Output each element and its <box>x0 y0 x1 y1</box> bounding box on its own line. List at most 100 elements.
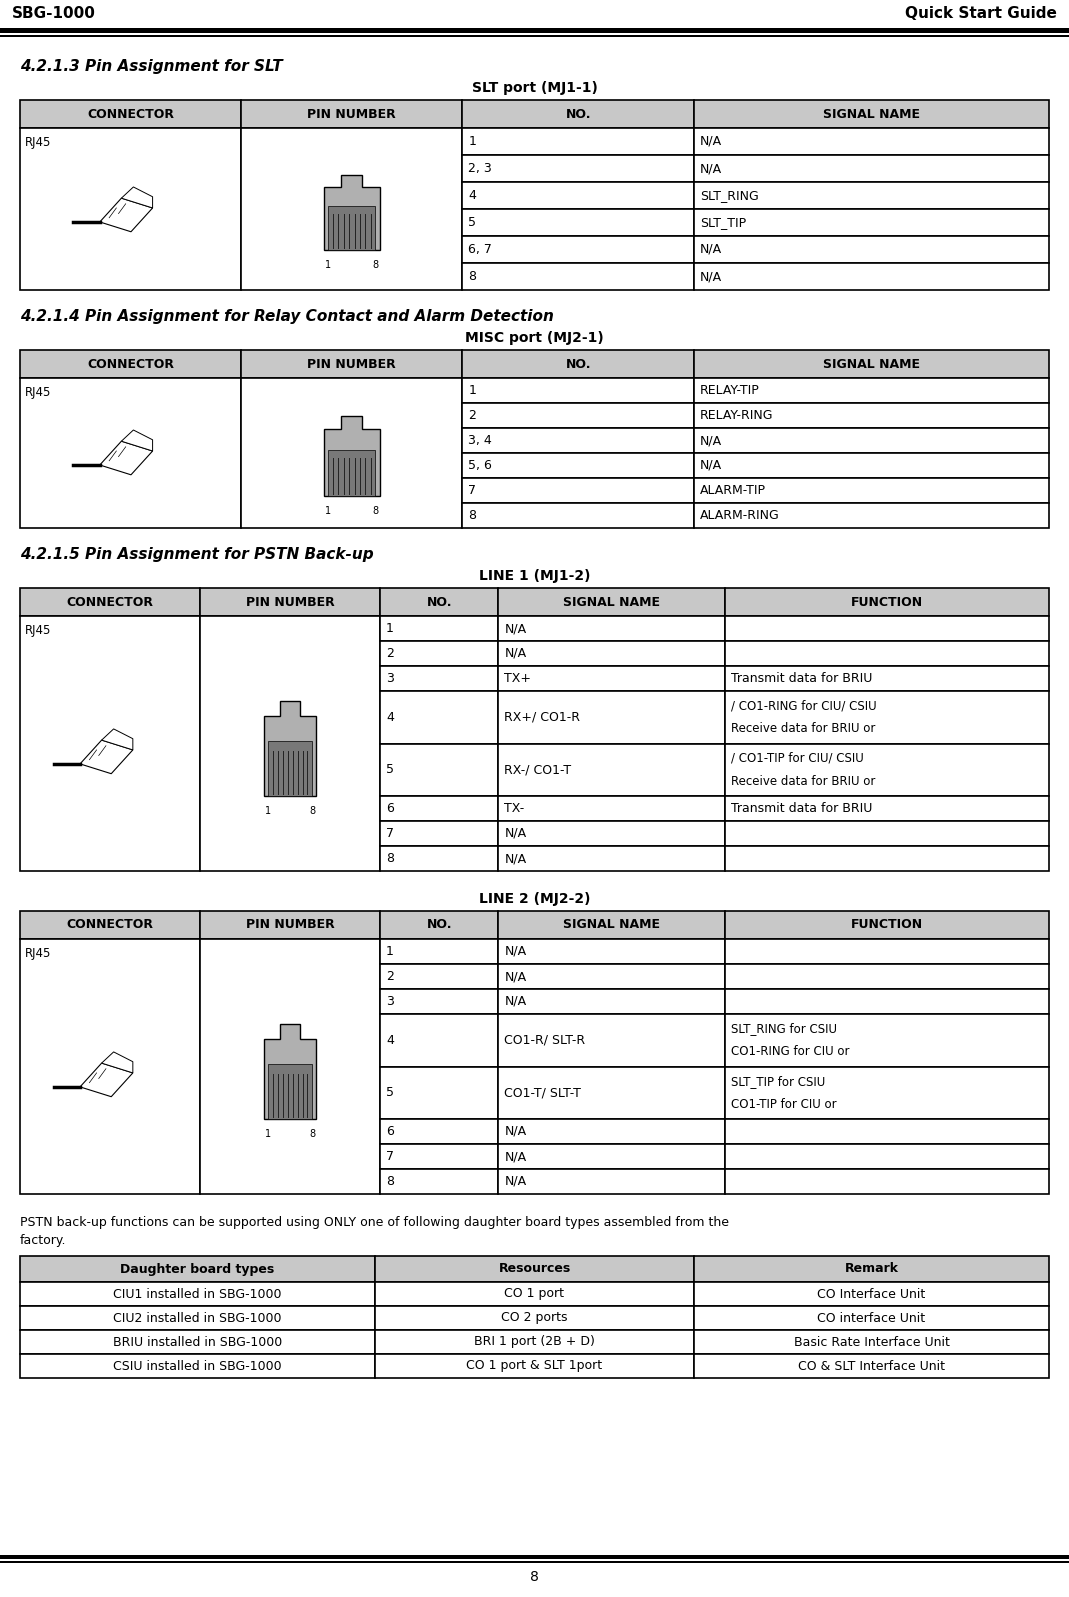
Bar <box>463 182 694 209</box>
Bar <box>498 965 725 989</box>
Bar <box>375 1330 694 1354</box>
Bar <box>725 744 1049 795</box>
Text: CSIU installed in SBG-1000: CSIU installed in SBG-1000 <box>113 1359 282 1372</box>
Bar <box>725 1014 1049 1067</box>
Bar <box>694 1282 1049 1306</box>
Polygon shape <box>80 739 133 773</box>
Bar <box>694 478 1049 503</box>
Bar <box>498 666 725 692</box>
Polygon shape <box>324 415 379 497</box>
Text: RJ45: RJ45 <box>25 386 51 399</box>
Text: LINE 1 (MJ1-2): LINE 1 (MJ1-2) <box>479 569 590 583</box>
Text: CIU2 installed in SBG-1000: CIU2 installed in SBG-1000 <box>113 1311 282 1324</box>
Text: ALARM-TIP: ALARM-TIP <box>700 484 766 497</box>
Text: CONNECTOR: CONNECTOR <box>87 107 174 120</box>
Bar <box>498 910 725 939</box>
Bar <box>463 402 694 428</box>
Polygon shape <box>99 441 153 474</box>
Text: RELAY-RING: RELAY-RING <box>700 409 774 422</box>
Bar <box>381 616 498 640</box>
Text: 5: 5 <box>468 216 477 228</box>
Bar <box>463 454 694 478</box>
Text: Receive data for BRIU or: Receive data for BRIU or <box>731 775 876 787</box>
Bar <box>725 1169 1049 1195</box>
Polygon shape <box>264 701 316 795</box>
Text: Quick Start Guide: Quick Start Guide <box>905 6 1057 21</box>
Bar <box>725 989 1049 1014</box>
Text: / CO1-TIP for CIU/ CSIU: / CO1-TIP for CIU/ CSIU <box>731 752 864 765</box>
Text: PIN NUMBER: PIN NUMBER <box>246 596 335 608</box>
Bar <box>694 155 1049 182</box>
Text: N/A: N/A <box>505 945 527 958</box>
Text: CONNECTOR: CONNECTOR <box>66 596 154 608</box>
Text: PSTN back-up functions can be supported using ONLY one of following daughter boa: PSTN back-up functions can be supported … <box>20 1215 729 1230</box>
Text: SLT_TIP for CSIU: SLT_TIP for CSIU <box>731 1075 825 1088</box>
Bar <box>463 236 694 264</box>
Bar <box>498 846 725 870</box>
Bar <box>375 1306 694 1330</box>
Bar <box>20 101 242 128</box>
Bar <box>498 1014 725 1067</box>
Text: CO1-T/ SLT-T: CO1-T/ SLT-T <box>505 1086 582 1099</box>
Bar <box>381 846 498 870</box>
Bar <box>694 101 1049 128</box>
Text: 1: 1 <box>325 260 331 270</box>
Text: BRI 1 port (2B + D): BRI 1 port (2B + D) <box>474 1335 595 1348</box>
Text: N/A: N/A <box>700 136 723 149</box>
Text: Remark: Remark <box>845 1263 899 1276</box>
Text: CO Interface Unit: CO Interface Unit <box>818 1287 926 1300</box>
Text: 1: 1 <box>468 136 477 149</box>
Text: CO 1 port: CO 1 port <box>505 1287 564 1300</box>
Text: 1: 1 <box>386 945 394 958</box>
Text: CO 1 port & SLT 1port: CO 1 port & SLT 1port <box>466 1359 603 1372</box>
Text: 3: 3 <box>386 995 394 1008</box>
Bar <box>375 1255 694 1282</box>
Bar <box>498 1119 725 1143</box>
Polygon shape <box>99 198 153 232</box>
Text: 8: 8 <box>372 506 378 516</box>
Text: 6, 7: 6, 7 <box>468 243 493 256</box>
Text: NO.: NO. <box>566 358 591 371</box>
Bar <box>242 101 463 128</box>
Text: 4: 4 <box>386 711 394 723</box>
Bar <box>268 1064 312 1119</box>
Text: N/A: N/A <box>505 853 527 866</box>
Bar <box>381 965 498 989</box>
Bar <box>200 910 381 939</box>
Bar <box>381 821 498 846</box>
Text: TX+: TX+ <box>505 672 531 685</box>
Text: N/A: N/A <box>700 243 723 256</box>
Bar <box>20 939 200 1195</box>
Bar <box>694 1306 1049 1330</box>
Text: SLT_RING: SLT_RING <box>700 188 759 201</box>
Bar <box>498 640 725 666</box>
Text: Transmit data for BRIU: Transmit data for BRIU <box>731 802 872 814</box>
Text: FUNCTION: FUNCTION <box>851 918 923 931</box>
Text: RJ45: RJ45 <box>25 624 51 637</box>
Bar <box>725 795 1049 821</box>
Bar <box>498 1067 725 1119</box>
Text: CO1-R/ SLT-R: CO1-R/ SLT-R <box>505 1033 586 1046</box>
Text: / CO1-RING for CIU/ CSIU: / CO1-RING for CIU/ CSIU <box>731 699 877 712</box>
Text: 1: 1 <box>386 621 394 636</box>
Bar <box>694 503 1049 529</box>
Bar <box>694 1255 1049 1282</box>
Polygon shape <box>122 187 153 208</box>
Text: 8: 8 <box>372 260 378 270</box>
Bar <box>725 965 1049 989</box>
Text: 4.2.1.4 Pin Assignment for Relay Contact and Alarm Detection: 4.2.1.4 Pin Assignment for Relay Contact… <box>20 308 554 324</box>
Text: factory.: factory. <box>20 1234 66 1247</box>
Text: 1: 1 <box>265 1129 272 1139</box>
Bar <box>20 378 242 529</box>
Text: 8: 8 <box>468 270 477 283</box>
Bar <box>694 428 1049 454</box>
Text: NO.: NO. <box>427 918 452 931</box>
Text: CIU1 installed in SBG-1000: CIU1 installed in SBG-1000 <box>113 1287 282 1300</box>
Bar <box>381 795 498 821</box>
Bar <box>200 616 381 870</box>
Text: N/A: N/A <box>505 1124 527 1139</box>
Text: 4: 4 <box>386 1033 394 1046</box>
Text: CO1-RING for CIU or: CO1-RING for CIU or <box>731 1046 850 1059</box>
Bar <box>725 939 1049 965</box>
Text: RX+/ CO1-R: RX+/ CO1-R <box>505 711 580 723</box>
